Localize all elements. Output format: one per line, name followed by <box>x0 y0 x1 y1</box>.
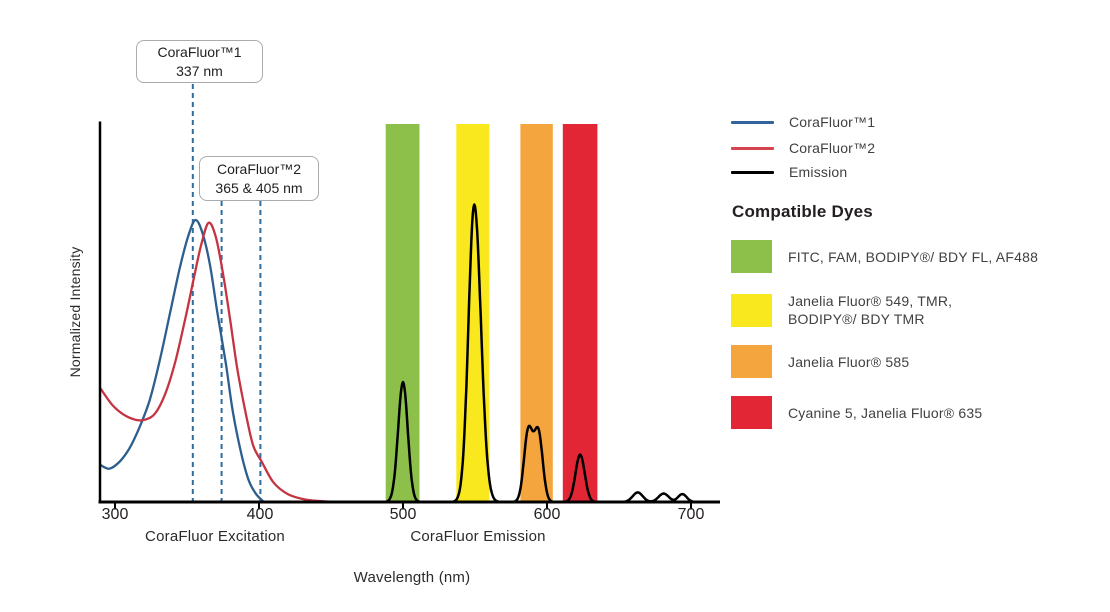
legend-label: Emission <box>789 164 848 180</box>
x-tick-label-600: 600 <box>533 506 561 523</box>
annotation-box-corafluor2: CoraFluor™2 365 & 405 nm <box>199 156 319 201</box>
excitation-curve-0 <box>100 218 265 503</box>
corafluor2-line-swatch <box>731 146 774 150</box>
excitation-curve-1 <box>99 221 349 504</box>
axes <box>98 121 720 510</box>
wavelength-marker-lines <box>191 84 262 501</box>
section-label-emission: CoraFluor Emission <box>410 528 546 545</box>
annotation-value: 337 nm <box>176 62 223 79</box>
annotation-value: 365 & 405 nm <box>215 179 303 196</box>
dye-label: Janelia Fluor® 549, TMR, BODIPY®/ BDY TM… <box>788 293 953 327</box>
x-tick-label-300: 300 <box>101 506 129 523</box>
dye-label: FITC, FAM, BODIPY®/ BDY FL, AF488 <box>788 248 1039 265</box>
red-filter-swatch <box>731 396 772 429</box>
x-tick-label-500: 500 <box>389 506 417 523</box>
section-label-excitation: CoraFluor Excitation <box>145 528 285 545</box>
legend-label: CoraFluor™2 <box>789 140 876 156</box>
filter-band-3 <box>562 124 598 501</box>
legend-label: CoraFluor™1 <box>789 114 876 130</box>
x-tick-label-700: 700 <box>677 506 705 523</box>
dye-item-green: FITC, FAM, BODIPY®/ BDY FL, AF488 <box>731 240 1038 273</box>
annotation-title: CoraFluor™1 <box>157 43 242 60</box>
green-filter-swatch <box>731 240 772 273</box>
dye-label: Cyanine 5, Janelia Fluor® 635 <box>788 404 983 421</box>
legend-item-corafluor2: CoraFluor™2 <box>731 140 875 156</box>
x-axis-ticks <box>114 503 692 510</box>
orange-filter-swatch <box>731 345 772 378</box>
dye-item-orange: Janelia Fluor® 585 <box>731 345 909 378</box>
annotation-box-corafluor1: CoraFluor™1 337 nm <box>136 40 263 83</box>
dye-item-red: Cyanine 5, Janelia Fluor® 635 <box>731 396 982 429</box>
y-axis-label: Normalized Intensity <box>67 246 83 378</box>
yellow-filter-swatch <box>731 293 772 327</box>
filter-bands <box>385 124 598 501</box>
filter-band-1 <box>456 124 490 501</box>
legend-item-emission: Emission <box>731 164 847 180</box>
corafluor1-line-swatch <box>731 120 774 124</box>
legend-item-corafluor1: CoraFluor™1 <box>731 114 875 130</box>
annotation-title: CoraFluor™2 <box>216 160 302 177</box>
dye-label: Janelia Fluor® 585 <box>788 353 910 370</box>
x-axis-title: Wavelength (nm) <box>353 569 471 586</box>
x-tick-label-400: 400 <box>246 506 274 523</box>
dye-item-yellow: Janelia Fluor® 549, TMR, BODIPY®/ BDY TM… <box>731 292 952 328</box>
emission-line-swatch <box>731 170 774 174</box>
compatible-dyes-heading: Compatible Dyes <box>732 202 873 221</box>
filter-band-0 <box>385 124 420 501</box>
